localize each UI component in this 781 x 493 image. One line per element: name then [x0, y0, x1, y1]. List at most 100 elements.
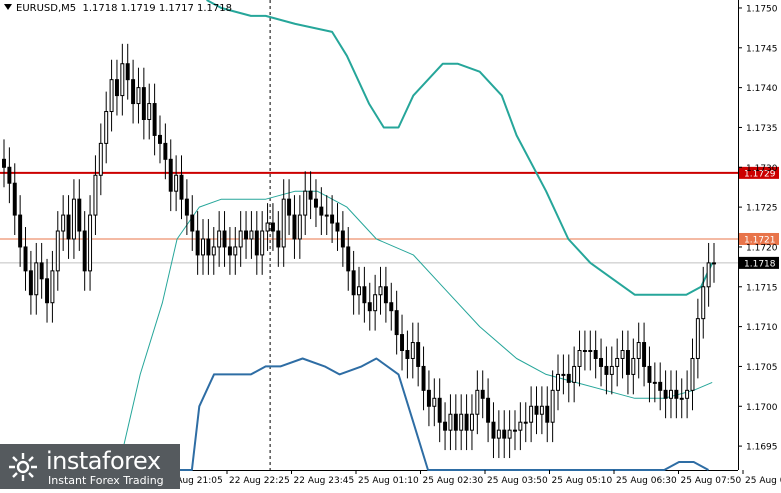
candle-body — [206, 238, 211, 256]
candle — [513, 410, 517, 451]
candle-body — [507, 429, 512, 439]
candle — [308, 171, 313, 220]
candle — [712, 242, 716, 283]
candle-body — [561, 373, 566, 376]
candle-body — [281, 198, 286, 248]
candle — [206, 219, 211, 275]
symbol-name: EURUSD,M5 — [16, 3, 77, 14]
candle — [389, 282, 394, 331]
candle-body — [211, 246, 216, 256]
y-tick-label: 1.1710 — [746, 323, 778, 333]
candle-body — [400, 334, 405, 352]
candle-body — [432, 397, 437, 407]
candle — [319, 187, 324, 235]
candle — [566, 354, 571, 403]
candle-body — [453, 413, 458, 431]
candle-body — [201, 238, 205, 256]
candle — [599, 338, 604, 387]
candle — [28, 250, 33, 315]
candle — [61, 195, 66, 251]
candle-body — [351, 270, 356, 296]
candle-body — [12, 182, 17, 216]
candle — [324, 195, 329, 235]
candle-body — [685, 389, 690, 399]
candle-body — [389, 302, 394, 312]
candle — [201, 219, 205, 275]
candle-body — [674, 389, 679, 399]
candle — [448, 394, 453, 451]
candle-body — [324, 214, 329, 217]
candle-body — [609, 365, 614, 375]
candle — [561, 354, 566, 395]
candle-body — [647, 365, 652, 383]
candle-body — [114, 79, 119, 97]
x-tick-label: 25 Aug 05:10 — [552, 476, 613, 486]
candle — [260, 211, 265, 275]
candle-body — [620, 350, 625, 359]
candle-body — [588, 350, 593, 353]
candle — [104, 91, 109, 164]
candle — [211, 227, 216, 275]
y-tick-label: 1.1705 — [746, 363, 778, 373]
candle — [556, 354, 560, 411]
candle-body — [534, 405, 539, 415]
candle-body — [636, 342, 641, 359]
candle — [265, 203, 270, 251]
candle-body — [330, 214, 335, 224]
dropdown-triangle-icon — [4, 4, 12, 10]
candle-body — [292, 214, 297, 240]
candle-body — [706, 262, 711, 288]
candle — [582, 330, 587, 371]
candle — [383, 266, 388, 323]
candle — [604, 346, 609, 395]
candle — [195, 211, 200, 275]
candle — [287, 179, 292, 235]
candle-body — [238, 230, 243, 248]
price-level-box — [739, 166, 779, 179]
candle — [545, 386, 550, 443]
candle — [523, 402, 528, 443]
candle-body — [459, 413, 464, 431]
candle — [443, 402, 448, 451]
candle-body — [168, 158, 173, 192]
candle — [534, 386, 539, 435]
candle-body — [217, 230, 222, 248]
candle-body — [303, 190, 308, 216]
candle — [416, 322, 421, 387]
candle — [615, 338, 620, 387]
candle — [147, 83, 152, 140]
ohlc-values: 1.1718 1.1719 1.1717 1.1718 — [82, 3, 232, 14]
candle-body — [577, 350, 582, 367]
candle-body — [668, 389, 673, 399]
candle — [114, 59, 119, 116]
candle-body — [486, 397, 491, 423]
candle-body — [77, 198, 82, 232]
candle-body — [55, 230, 60, 272]
candle-body — [319, 206, 324, 216]
candle-body — [39, 262, 44, 280]
candle — [77, 179, 82, 251]
candle-body — [163, 142, 168, 160]
candle — [303, 171, 308, 235]
candle-body — [394, 310, 399, 336]
candle — [109, 59, 114, 132]
candle — [136, 67, 141, 124]
candle-body — [260, 230, 265, 256]
candle-body — [45, 278, 50, 304]
candle-body — [679, 397, 684, 400]
candle — [55, 211, 60, 291]
candle — [120, 43, 125, 116]
candle — [71, 179, 76, 259]
candle — [636, 322, 641, 379]
candle — [141, 67, 146, 140]
candle — [502, 410, 507, 459]
candle — [475, 370, 480, 435]
candle-body — [469, 413, 474, 431]
y-tick-label: 1.1750 — [746, 4, 778, 14]
candle-body — [184, 198, 189, 216]
candle-body — [502, 429, 507, 439]
candle — [93, 155, 98, 235]
candle — [82, 211, 87, 291]
candle-body — [550, 389, 555, 423]
candle — [410, 322, 415, 379]
